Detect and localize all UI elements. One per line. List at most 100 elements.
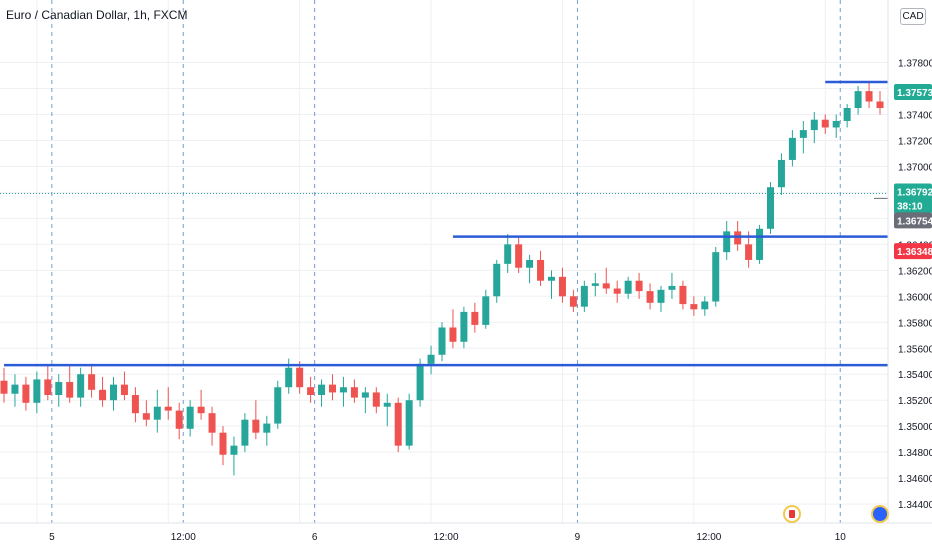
candle-body xyxy=(164,406,172,411)
candle-body xyxy=(0,380,8,394)
candle-body xyxy=(307,387,315,396)
candle-body xyxy=(55,382,63,396)
candle-body xyxy=(274,387,282,424)
candle-body xyxy=(296,367,304,388)
countdown-label-bg xyxy=(894,197,932,214)
exchange-label: FXCM xyxy=(153,8,188,22)
x-tick-label: 12:00 xyxy=(696,532,721,543)
candle-body xyxy=(208,413,216,433)
candle-body xyxy=(657,289,665,303)
candle-body xyxy=(131,395,139,414)
candle-body xyxy=(646,291,654,303)
y-tick-label: 1.36000 xyxy=(898,292,932,303)
candle-body xyxy=(186,406,194,429)
candle-body xyxy=(767,187,774,229)
candle-body xyxy=(832,120,840,128)
candle-body xyxy=(120,384,128,396)
candle-body xyxy=(449,327,457,342)
entry-price-label: 1.36754 xyxy=(897,216,932,227)
currency-badge[interactable]: CAD xyxy=(900,8,926,25)
candle-body xyxy=(624,280,632,294)
y-tick-label: 1.37400 xyxy=(898,110,932,121)
candle-body xyxy=(515,244,523,268)
candle-body xyxy=(865,91,873,102)
candle-body xyxy=(613,288,621,294)
candle-body xyxy=(394,402,402,446)
x-tick-label: 12:00 xyxy=(434,532,459,543)
globe-event-icon[interactable] xyxy=(871,505,889,523)
stop-price-label-bg xyxy=(894,243,932,260)
symbol-name: Euro / Canadian Dollar xyxy=(6,8,127,22)
stop-price-label: 1.36348 xyxy=(897,247,932,258)
candle-body xyxy=(580,285,588,307)
candle-body xyxy=(372,392,380,407)
candle-body xyxy=(329,384,336,393)
candle-body xyxy=(569,296,577,307)
candle-body xyxy=(526,259,534,268)
title-separator: , xyxy=(126,8,134,22)
candle-body xyxy=(558,276,566,297)
candle-body xyxy=(361,392,369,398)
target-price-label: 1.37573 xyxy=(897,88,932,99)
candle-body xyxy=(175,410,183,429)
x-tick-label: 5 xyxy=(49,532,55,543)
y-tick-label: 1.37000 xyxy=(898,162,932,173)
current-price-label: 1.36792 xyxy=(897,187,932,198)
candle-body xyxy=(723,231,731,253)
x-tick-label: 9 xyxy=(575,532,581,543)
candle-body xyxy=(690,304,698,310)
candle-body xyxy=(110,384,117,401)
candle-body xyxy=(854,91,862,108)
y-tick-label: 1.35200 xyxy=(898,396,932,407)
y-tick-label: 1.36200 xyxy=(898,266,932,277)
candle-body xyxy=(504,244,512,264)
candle-body xyxy=(876,101,884,108)
target-price-label-bg xyxy=(894,84,932,101)
candle-body xyxy=(416,363,424,401)
canada-flag-event-icon[interactable] xyxy=(783,505,801,523)
candle-body xyxy=(427,354,435,364)
candle-body xyxy=(493,263,501,297)
candle-body xyxy=(339,387,347,393)
y-tick-label: 1.37200 xyxy=(898,136,932,147)
candle-body xyxy=(77,374,85,398)
candle-body xyxy=(537,259,545,281)
candle-body xyxy=(745,244,753,260)
candle-body xyxy=(383,402,391,407)
y-tick-label: 1.35000 xyxy=(898,422,932,433)
candle-body xyxy=(701,301,709,310)
entry-price-label-bg xyxy=(894,212,932,229)
candle-body xyxy=(197,406,205,414)
candle-body xyxy=(548,276,555,281)
y-tick-label: 1.34400 xyxy=(898,500,932,511)
candle-body xyxy=(471,311,479,325)
candle-body xyxy=(219,432,227,455)
y-tick-label: 1.35600 xyxy=(898,344,932,355)
candle-body xyxy=(679,285,687,305)
candle-body xyxy=(668,285,676,290)
interval-label: 1h xyxy=(133,8,147,22)
y-tick-label: 1.37800 xyxy=(898,59,932,70)
candle-body xyxy=(635,280,643,292)
x-tick-label: 6 xyxy=(312,532,318,543)
y-tick-label: 1.35400 xyxy=(898,370,932,381)
y-tick-label: 1.34600 xyxy=(898,474,932,485)
candle-body xyxy=(405,400,413,446)
candle-body xyxy=(44,379,52,396)
candle-body xyxy=(153,406,161,420)
candle-body xyxy=(99,389,107,401)
candle-body xyxy=(22,384,30,403)
candle-body xyxy=(712,252,720,302)
candle-body xyxy=(799,130,807,138)
title-separator: , xyxy=(146,8,154,22)
y-tick-label: 1.34800 xyxy=(898,448,932,459)
candle-body xyxy=(777,159,785,188)
y-tick-label: 1.35800 xyxy=(898,318,932,329)
candle-body xyxy=(318,384,326,396)
candle-body xyxy=(11,384,19,394)
candle-body xyxy=(788,137,796,160)
candle-body xyxy=(821,119,829,128)
candle-body xyxy=(591,283,599,286)
